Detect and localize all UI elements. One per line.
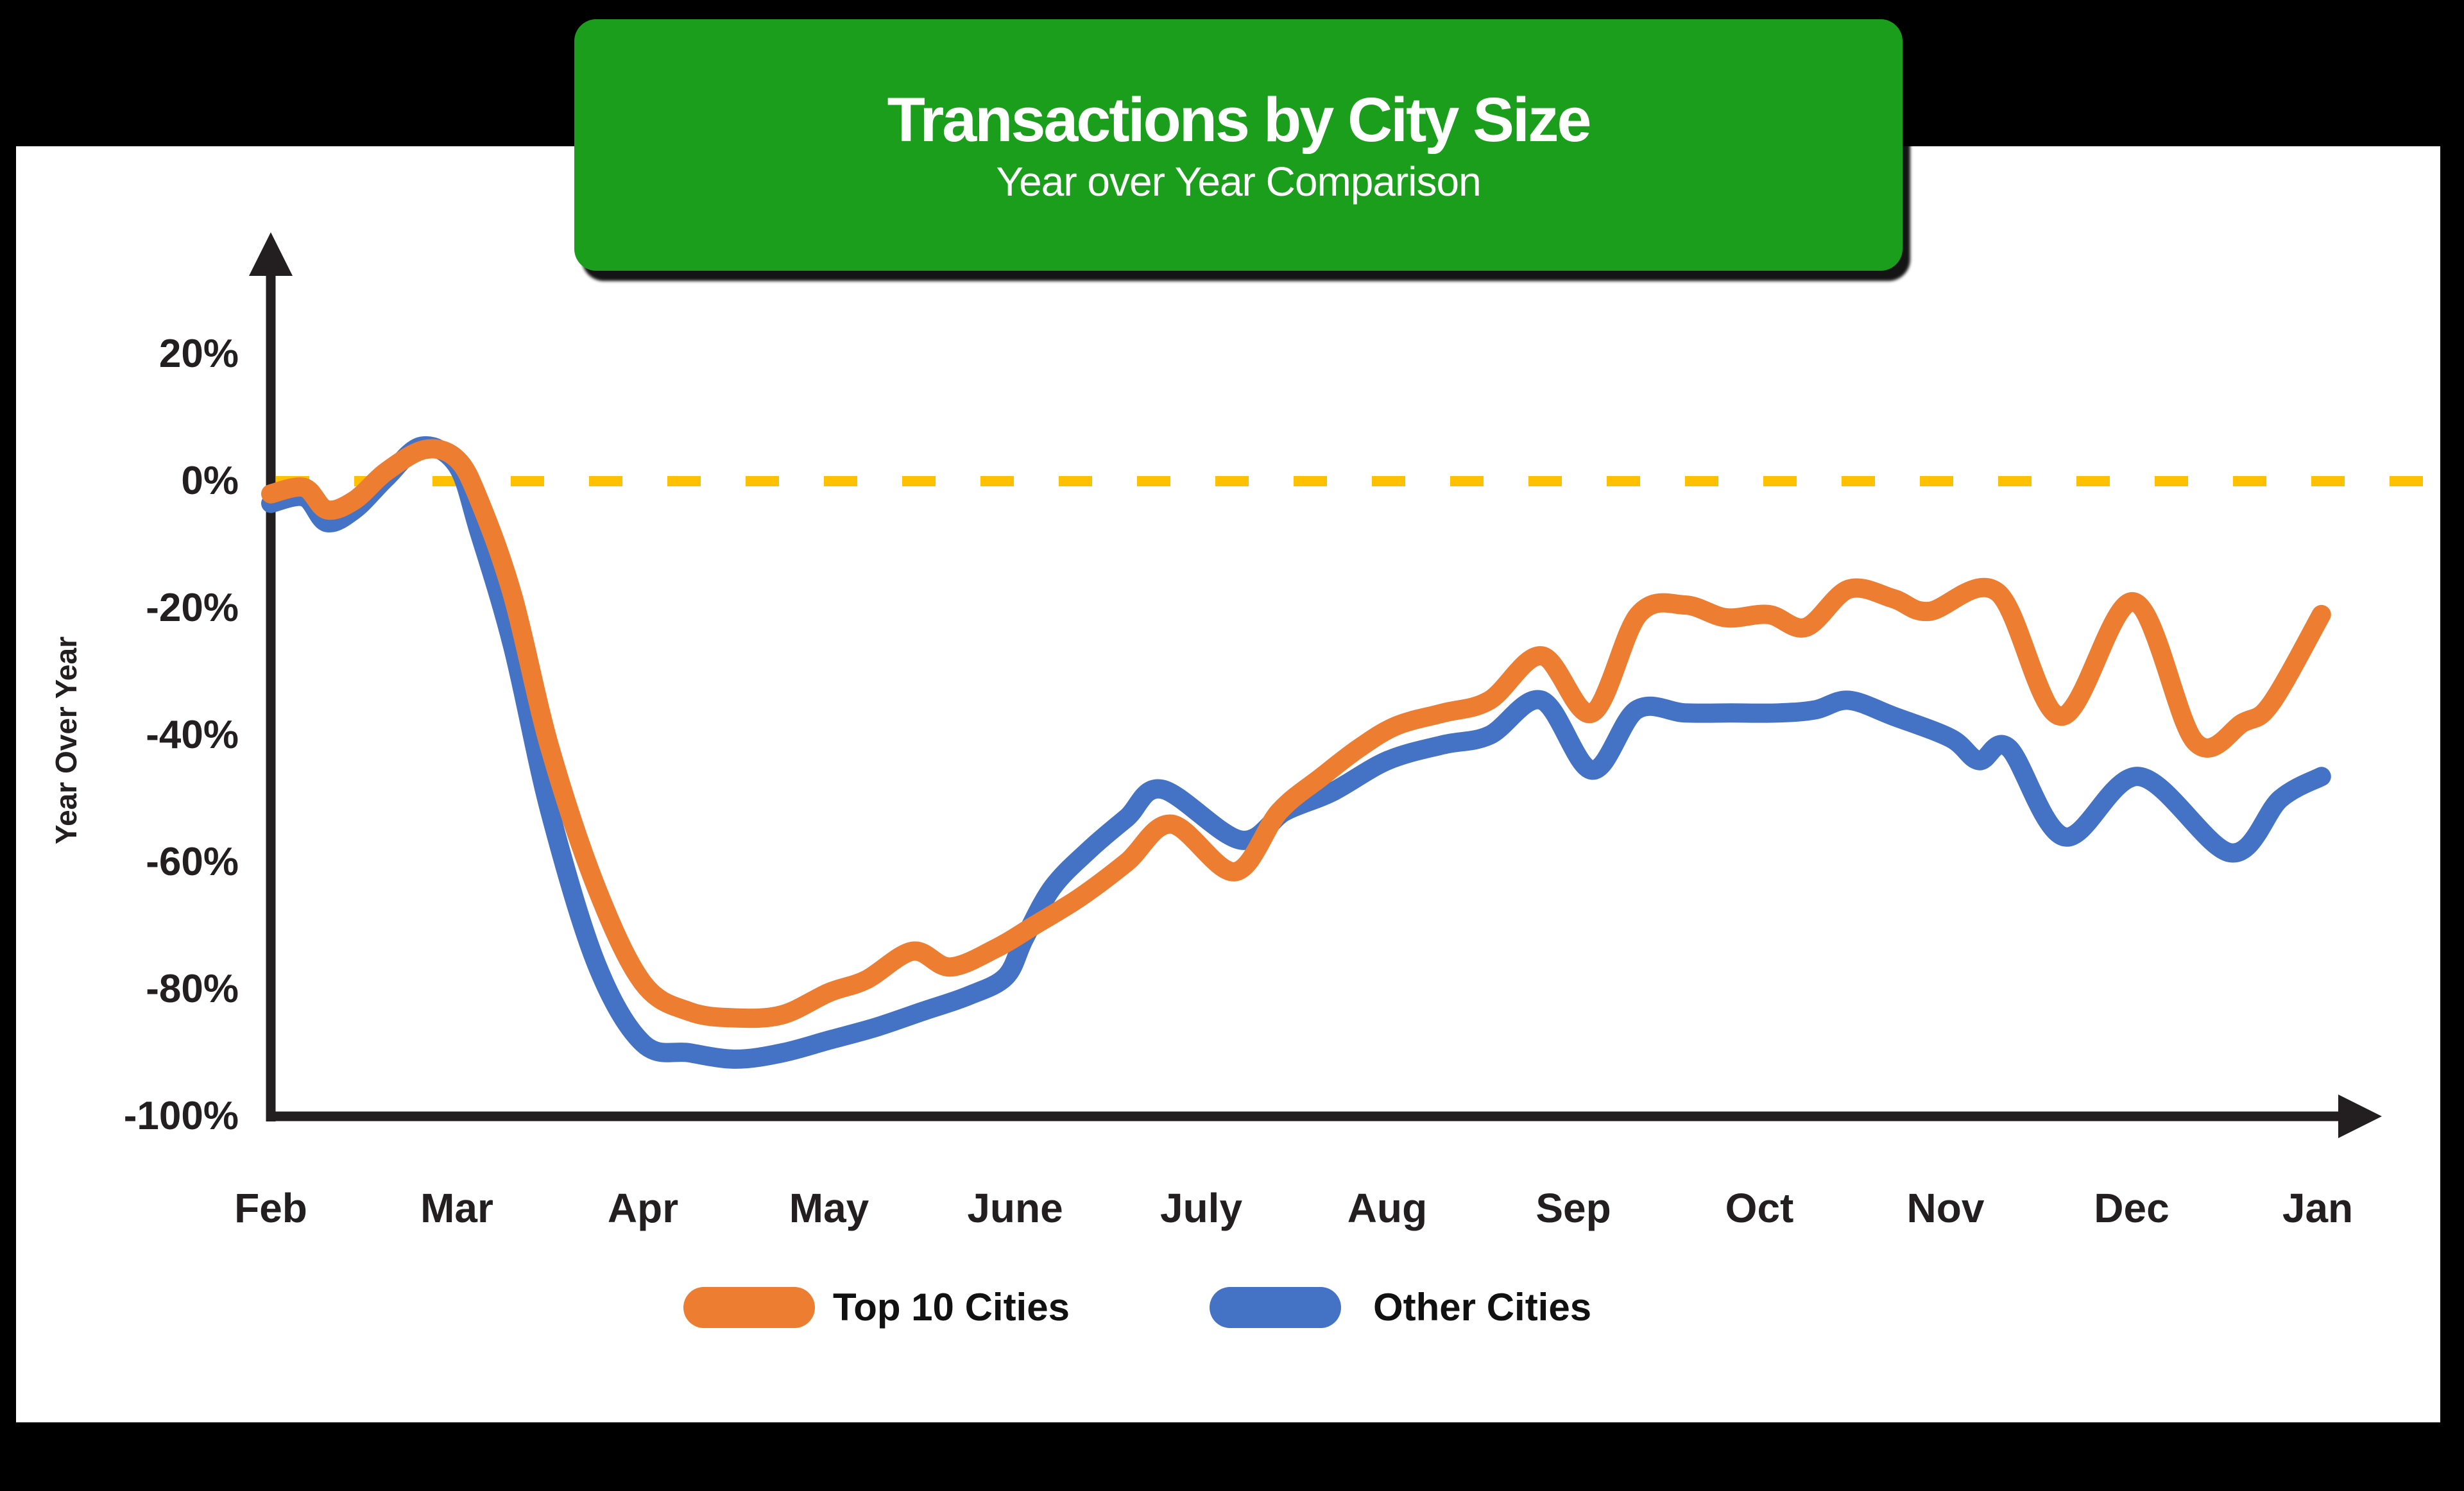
chart-subtitle: Year over Year Comparison bbox=[996, 158, 1481, 205]
legend-label-other-cities: Other Cities bbox=[1373, 1286, 1592, 1329]
chart-title: Transactions by City Size bbox=[887, 84, 1592, 155]
legend-swatch-top-10-cities bbox=[683, 1287, 815, 1328]
y-tick-label: 20% bbox=[158, 332, 239, 376]
y-tick-label: 0% bbox=[181, 459, 239, 503]
legend-label-top-10-cities: Top 10 Cities bbox=[833, 1286, 1070, 1329]
y-tick-label: -80% bbox=[146, 967, 239, 1011]
y-tick-label: -60% bbox=[146, 840, 239, 884]
x-axis-label: Feb bbox=[234, 1185, 307, 1231]
x-axis-label: July bbox=[1159, 1185, 1243, 1231]
x-axis-label: Aug bbox=[1347, 1185, 1428, 1231]
chart-title-box: Transactions by City Size Year over Year… bbox=[574, 19, 1903, 271]
x-axis-label: Apr bbox=[607, 1185, 679, 1231]
x-axis-label: Oct bbox=[1725, 1185, 1794, 1231]
y-tick-label: -40% bbox=[146, 713, 239, 757]
x-axis-label: Dec bbox=[2094, 1185, 2169, 1231]
x-axis-label: Nov bbox=[1906, 1185, 1985, 1231]
y-tick-label: -20% bbox=[146, 586, 239, 630]
y-axis-arrowhead bbox=[249, 232, 293, 276]
y-tick-label: -100% bbox=[123, 1094, 239, 1138]
x-axis-label: Sep bbox=[1536, 1185, 1611, 1231]
x-axis-label: Mar bbox=[420, 1185, 493, 1231]
y-axis-title: Year Over Year bbox=[49, 636, 83, 844]
x-axis-arrowhead bbox=[2338, 1095, 2382, 1138]
x-axis-label: May bbox=[789, 1185, 869, 1231]
series-line-other-cities bbox=[261, 436, 2331, 1069]
legend-swatch-other-cities bbox=[1210, 1287, 1341, 1328]
series-line-top-10-cities bbox=[261, 439, 2331, 1028]
x-axis-label: June bbox=[967, 1185, 1063, 1231]
x-axis-label: Jan bbox=[2282, 1185, 2354, 1231]
